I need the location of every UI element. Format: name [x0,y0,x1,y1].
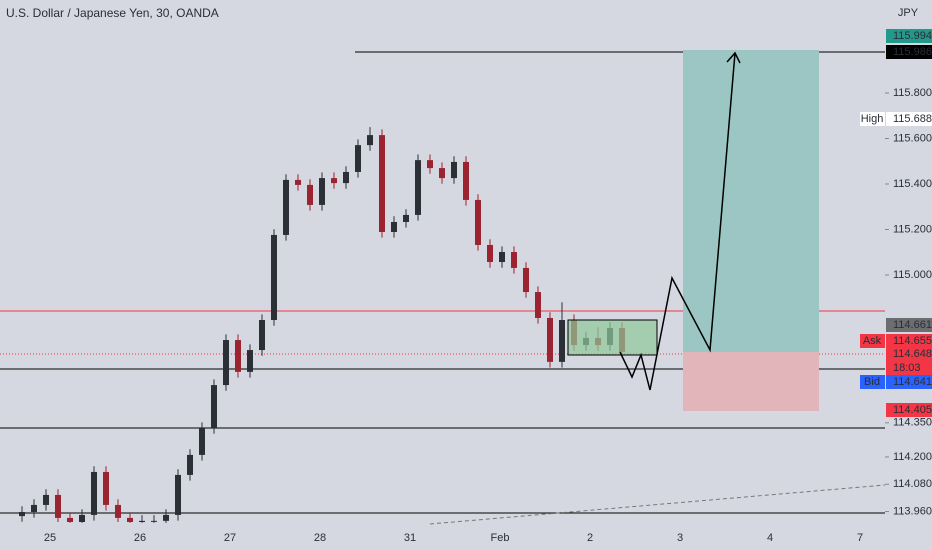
side-tag-label: High [861,113,884,125]
candle-body [331,178,337,184]
price-tag-label: 115.688 [893,113,932,125]
candle-body [475,199,481,245]
y-tick-label: 115.800 [893,87,932,99]
y-tick-label: 114.350 [893,417,932,429]
price-tag-label: 115.986 [893,46,932,58]
price-tag [886,318,932,332]
y-tick-label: 113.960 [893,505,932,517]
price-tag [886,361,932,375]
candle-body [427,160,433,169]
candle-body [211,385,217,429]
price-tag-label: 114.655 [893,335,932,347]
candle-body [43,494,49,505]
trend-line [429,484,886,525]
candle-body [319,178,325,205]
x-tick-label: 7 [857,532,863,544]
price-tag [886,403,932,417]
candle-body [391,221,397,232]
candle-body [367,135,373,146]
candle-body [103,471,109,505]
candle-body [487,244,493,263]
candle-body [67,517,73,522]
candle-body [139,520,145,522]
price-tag-label: 115.994 [893,30,932,42]
arrow-head [726,51,741,64]
y-tick-label: 115.000 [893,269,932,281]
price-tag-label: 114.661 [893,319,932,331]
projection-path [619,52,736,391]
price-tag [886,334,932,348]
candle-body [247,350,253,372]
y-tick-label: 115.400 [893,178,932,190]
candle-body [271,234,277,321]
price-tag [886,375,932,389]
candle-body [511,252,517,268]
x-tick-label: 4 [767,532,773,544]
candle-body [307,184,313,205]
x-tick-label: Feb [491,532,510,544]
consolidation-box [567,319,658,356]
side-tag [860,334,885,348]
profit-zone [683,50,819,352]
y-tick-label: 115.600 [893,132,932,144]
candle-body [55,494,61,518]
candle-body [115,504,121,518]
x-tick-label: 31 [404,532,416,544]
x-tick-label: 28 [314,532,326,544]
x-tick-label: 2 [587,532,593,544]
candle-body [547,317,553,362]
candle-body [199,428,205,455]
candle-body [259,320,265,351]
candle-body [79,514,85,522]
candle-body [559,320,565,362]
candle-body [415,160,421,215]
x-tick-label: 26 [134,532,146,544]
candle-body [355,145,361,172]
candle-body [439,168,445,179]
candle-body [175,474,181,515]
side-tag-label: Ask [863,335,882,347]
candle-body [379,135,385,232]
price-tag-label: 114.641 [893,376,932,388]
candle-body [223,340,229,386]
price-tag [886,45,932,59]
price-tag-label: 114.648 [893,348,932,360]
candle-body [451,161,457,179]
candle-body [523,267,529,293]
price-tag-label: 114.405 [893,404,932,416]
candle-body [31,504,37,512]
candle-body [19,511,25,517]
x-tick-label: 25 [44,532,56,544]
side-tag [860,112,885,126]
price-tag [886,347,932,361]
candle-body [127,517,133,522]
x-tick-label: 3 [677,532,683,544]
currency-label: JPY [898,7,919,19]
x-tick-label: 27 [224,532,236,544]
price-tag [886,112,932,126]
side-tag-label: Bid [864,376,880,388]
price-tag [886,29,932,43]
candle-body [283,179,289,235]
candle-body [187,454,193,475]
y-tick-label: 114.200 [893,451,932,463]
y-tick-label: 115.200 [893,223,932,235]
candle-body [535,292,541,318]
candle-body [163,514,169,521]
side-tag [860,375,885,389]
candle-body [499,252,505,263]
candle-body [343,171,349,184]
candle-body [235,340,241,372]
y-tick-label: 114.080 [893,478,932,490]
candle-body [403,214,409,222]
price-tag-label: 18:03 [893,362,921,374]
candle-body [463,161,469,200]
chart-title: U.S. Dollar / Japanese Yen, 30, OANDA [6,6,219,20]
candle-body [91,471,97,515]
candle-body [151,520,157,522]
loss-zone [683,352,819,411]
candle-body [295,179,301,185]
